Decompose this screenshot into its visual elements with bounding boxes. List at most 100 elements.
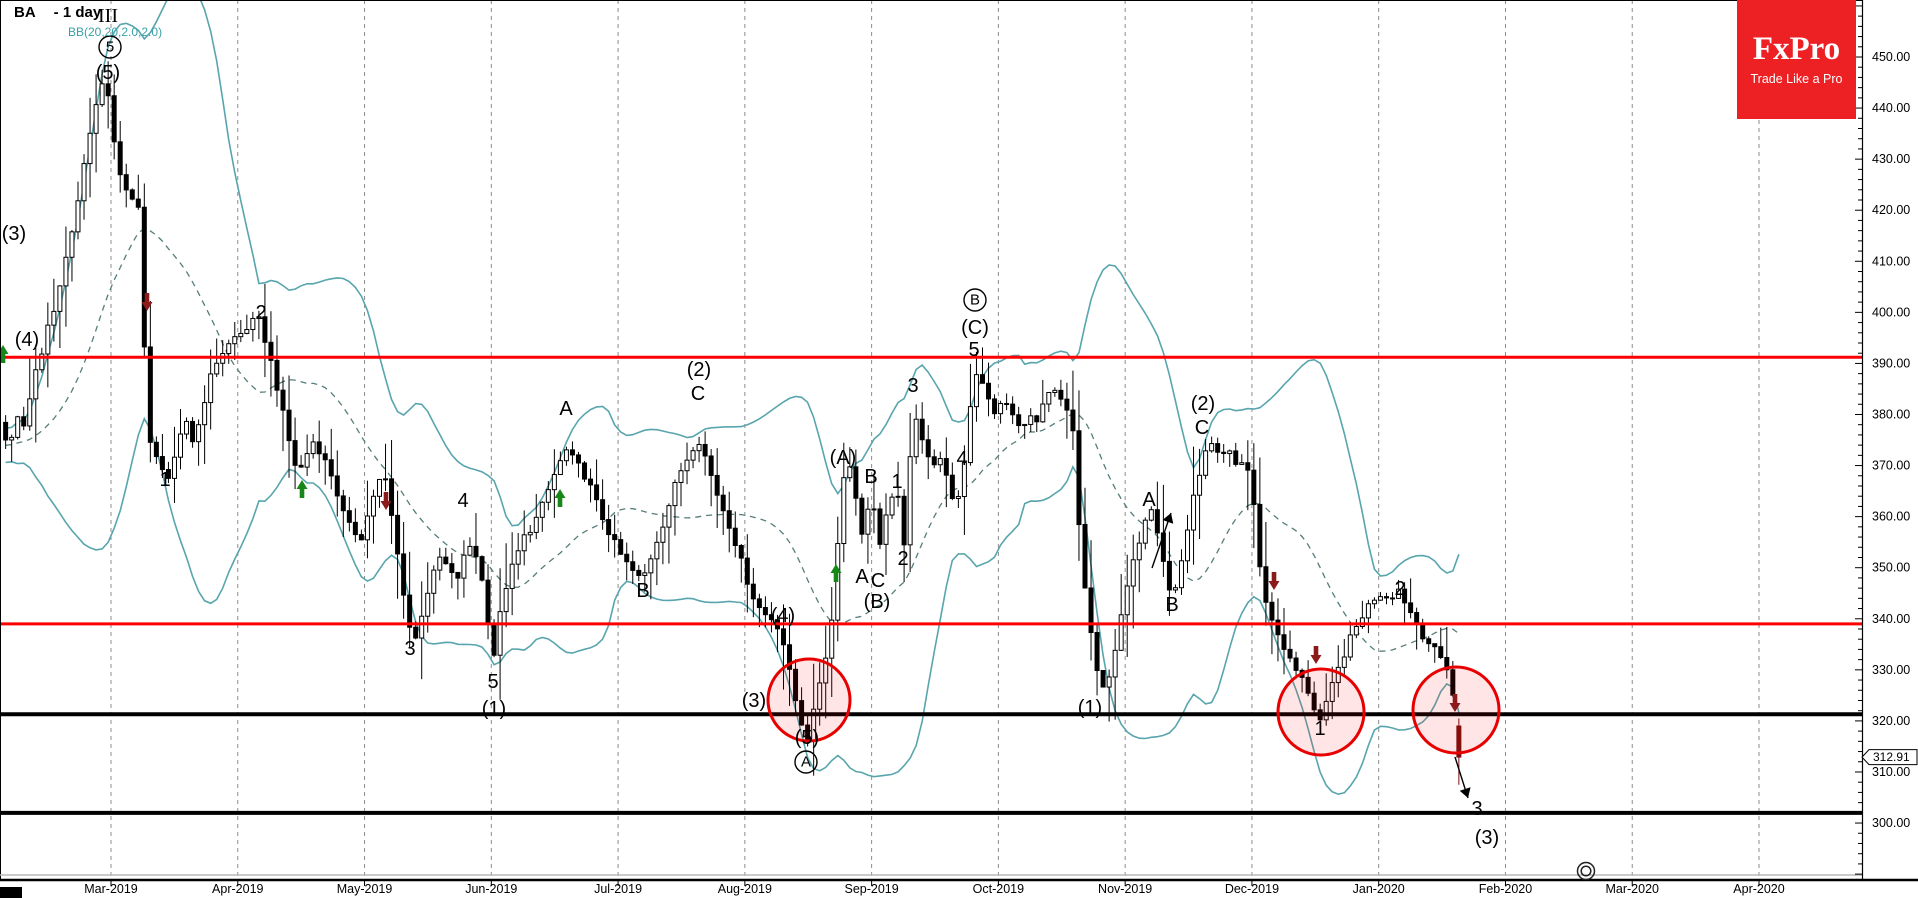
wave-label: (2) <box>1191 393 1215 415</box>
candle-bearish <box>949 474 955 499</box>
candle-bearish <box>720 494 726 512</box>
wave-label: 2 <box>255 302 266 324</box>
candle-bearish <box>853 466 859 499</box>
candle-bearish <box>762 607 768 616</box>
sell-arrow-icon <box>1310 646 1322 664</box>
candle-bullish <box>521 534 527 552</box>
y-axis-label: 380.00 <box>1872 407 1910 421</box>
corner-box <box>0 887 22 898</box>
x-axis-label: Nov-2019 <box>1098 882 1152 896</box>
current-price-value: 312.91 <box>1873 750 1910 764</box>
candle-bullish <box>895 495 901 498</box>
candle-bearish <box>479 556 485 581</box>
candle-bullish <box>1227 450 1233 455</box>
candle-bearish <box>3 421 9 441</box>
wave-label: 5 <box>487 671 498 693</box>
candle-bullish <box>1365 603 1371 619</box>
candle-bullish <box>184 420 190 435</box>
y-axis-label: 440.00 <box>1872 101 1910 115</box>
candle-bullish <box>1106 676 1112 688</box>
candle-bearish <box>901 495 907 546</box>
candle-bullish <box>33 369 39 400</box>
indicator-label: BB(20,20,2.0,2.0) <box>68 25 163 39</box>
wave-label: (4) <box>15 329 39 351</box>
candle-bullish <box>533 516 539 533</box>
candle-bullish <box>208 373 214 404</box>
candle-bearish <box>750 583 756 600</box>
candle-bullish <box>937 458 943 466</box>
candle-bullish <box>1329 682 1335 702</box>
candle-bearish <box>606 519 612 536</box>
candle-bullish <box>1130 559 1136 587</box>
candle-bullish <box>383 478 389 481</box>
candle-bullish <box>1347 634 1353 658</box>
wave-label: B <box>864 466 877 488</box>
wave-label: 4 <box>457 490 468 512</box>
candle-bullish <box>39 353 45 371</box>
wave-label: A <box>559 398 573 420</box>
sell-arrow-icon <box>1449 694 1461 712</box>
candle-bearish <box>1070 409 1076 432</box>
candle-bearish <box>389 478 395 516</box>
candle-bearish <box>702 444 708 457</box>
candle-bearish <box>346 510 352 523</box>
candle-bearish <box>726 510 732 529</box>
candle-bearish <box>190 420 196 443</box>
x-axis-label: Jan-2020 <box>1353 882 1405 896</box>
buy-arrow-icon <box>830 564 842 582</box>
wave-label: III <box>98 5 118 27</box>
candle-bearish <box>123 174 129 191</box>
candle-bullish <box>841 477 847 545</box>
wave-label: (3) <box>742 690 766 712</box>
wave-label: 4 <box>956 448 967 470</box>
candle-bullish <box>557 460 563 476</box>
x-axis-label: Jul-2019 <box>594 882 642 896</box>
candle-bearish <box>1058 389 1064 400</box>
candle-bearish <box>1257 503 1263 568</box>
candle-bullish <box>57 285 63 312</box>
candle-bearish <box>1456 725 1462 758</box>
candle-bullish <box>370 495 376 517</box>
candle-bearish <box>859 497 865 535</box>
candle-bullish <box>696 444 702 452</box>
candle-bearish <box>1010 403 1016 416</box>
candle-bearish <box>334 475 340 497</box>
wave-label: 1 <box>1314 718 1325 740</box>
fxpro-brand-text: FxPro <box>1752 31 1841 67</box>
buy-arrow-icon <box>554 489 566 507</box>
sell-arrow-icon <box>141 293 153 311</box>
candle-bearish <box>793 668 799 702</box>
candle-bullish <box>1022 423 1028 427</box>
candle-bearish <box>877 508 883 545</box>
wave-label: (1) <box>482 698 506 720</box>
candle-bearish <box>268 341 274 361</box>
candle-bearish <box>407 594 413 628</box>
x-axis-label: Sep-2019 <box>845 882 899 896</box>
x-axis-label: Apr-2020 <box>1733 882 1784 896</box>
trend-arrow-line <box>1151 512 1172 569</box>
candle-bullish <box>823 657 829 684</box>
x-axis-label: Apr-2019 <box>212 882 263 896</box>
candle-bullish <box>310 441 316 455</box>
bollinger-middle-band <box>5 228 1460 652</box>
candle-bearish <box>1004 403 1010 406</box>
candle-bullish <box>1142 519 1148 544</box>
candle-bullish <box>672 481 678 507</box>
candle-bearish <box>443 556 449 565</box>
candle-bullish <box>376 478 382 497</box>
candle-bearish <box>1034 415 1040 423</box>
trend-arrow-head <box>1162 513 1174 524</box>
candle-bullish <box>865 508 871 535</box>
candle-bearish <box>1281 634 1287 650</box>
candle-bearish <box>292 440 298 466</box>
candle-bullish <box>1052 389 1058 393</box>
candle-bullish <box>883 514 889 545</box>
candle-bullish <box>1341 656 1347 668</box>
sell-arrow-icon <box>380 492 392 510</box>
candle-bearish <box>1275 619 1281 636</box>
bollinger-upper-band <box>5 0 1460 577</box>
candle-bearish <box>1076 430 1082 526</box>
wave-label: C <box>1195 417 1209 439</box>
y-axis-label: 360.00 <box>1872 510 1910 524</box>
